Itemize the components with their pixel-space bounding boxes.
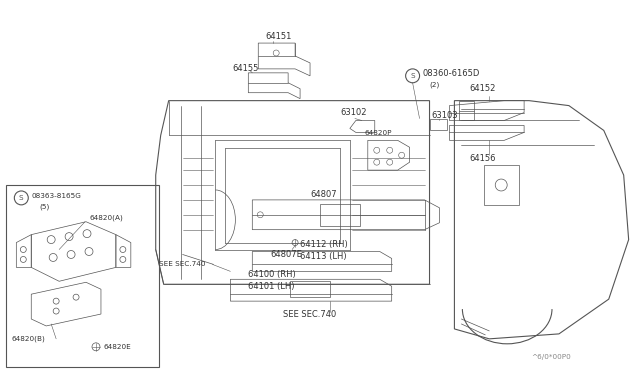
Text: 64152: 64152 xyxy=(469,84,496,93)
Text: 64112 (RH): 64112 (RH) xyxy=(300,240,348,249)
Text: SEE SEC.740: SEE SEC.740 xyxy=(159,262,205,267)
Text: 64156: 64156 xyxy=(469,154,496,163)
Text: 64113 (LH): 64113 (LH) xyxy=(300,252,347,261)
Text: 08363-8165G: 08363-8165G xyxy=(31,193,81,199)
Text: 08360-6165D: 08360-6165D xyxy=(422,69,480,78)
Text: 64100 (RH): 64100 (RH) xyxy=(248,270,296,279)
Text: 64151: 64151 xyxy=(265,32,292,41)
Text: 64820(A): 64820(A) xyxy=(89,215,123,221)
Text: 63102: 63102 xyxy=(340,108,367,117)
Text: S: S xyxy=(19,195,24,201)
Text: 64820E: 64820E xyxy=(104,344,132,350)
Text: 64807: 64807 xyxy=(310,190,337,199)
Text: ^6/0*00P0: ^6/0*00P0 xyxy=(531,354,571,360)
Text: (5): (5) xyxy=(39,203,49,210)
Text: SEE SEC.740: SEE SEC.740 xyxy=(283,310,337,318)
Text: 64155: 64155 xyxy=(232,64,259,73)
Text: S: S xyxy=(410,73,415,79)
Text: 64820P: 64820P xyxy=(365,131,392,137)
Text: 64101 (LH): 64101 (LH) xyxy=(248,282,295,291)
Text: 64807E: 64807E xyxy=(270,250,302,259)
Text: (2): (2) xyxy=(429,81,440,88)
Text: 64820(B): 64820(B) xyxy=(12,336,45,342)
Text: 63103: 63103 xyxy=(431,111,458,120)
